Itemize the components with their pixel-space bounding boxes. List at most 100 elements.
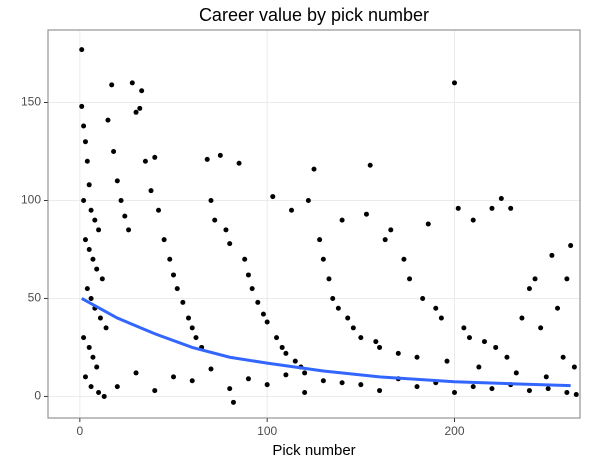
point [245,272,251,278]
point [302,370,308,376]
x-tick-label: 0 [77,424,84,438]
point [549,252,555,258]
point [414,384,420,390]
point [564,276,570,282]
point [245,376,251,382]
panel-border [47,29,581,419]
point [193,335,199,341]
point [519,315,525,321]
point [264,319,270,325]
point [438,315,444,321]
point [498,196,504,202]
point [532,276,538,282]
point [82,237,88,243]
point [377,388,383,394]
point [508,205,514,211]
point [489,386,495,392]
point [414,354,420,360]
point [171,272,177,278]
point [489,205,495,211]
y-tick-label: 150 [21,95,41,109]
point [118,197,124,203]
point [320,378,326,384]
point [81,197,87,203]
point [326,276,332,282]
point [227,386,233,392]
point [545,386,551,392]
point [571,364,577,370]
point [96,390,102,396]
point [526,286,532,292]
point [167,256,173,262]
point [79,103,85,109]
point [242,256,248,262]
y-tick-label: 100 [21,193,41,207]
point [236,160,242,166]
point [148,188,154,194]
point [249,286,255,292]
point [358,382,364,388]
point [568,243,574,249]
point [320,256,326,262]
point [444,358,450,364]
point [292,358,298,364]
point [339,217,345,223]
point [88,207,94,213]
x-axis-label: Pick number [272,442,355,459]
y-tick-label: 0 [34,389,41,403]
point [208,366,214,372]
point [388,227,394,233]
point [504,354,510,360]
y-tick-label: 50 [28,291,42,305]
point [92,217,98,223]
point [283,372,289,378]
point [373,339,379,345]
point [279,344,285,350]
point [302,390,308,396]
point [79,47,85,53]
x-tick-label: 200 [444,424,464,438]
point [560,354,566,360]
point [513,370,519,376]
point [97,315,103,321]
point [407,276,413,282]
point [305,197,311,203]
point [470,384,476,390]
point [139,88,145,94]
point [126,227,132,233]
point [88,384,94,390]
point [82,374,88,380]
point [208,197,214,203]
point [189,325,195,331]
point [114,178,120,184]
point [101,393,107,399]
trend-line [80,297,571,388]
point [230,399,236,405]
point [461,325,467,331]
point [212,217,218,223]
point [425,221,431,227]
point [455,205,461,211]
point [105,117,111,123]
point [451,80,457,86]
point [466,335,472,341]
point [470,217,476,223]
point [395,350,401,356]
point [142,158,148,164]
point [152,154,158,160]
point [103,325,109,331]
point [564,390,570,396]
point [274,335,280,341]
point [377,344,383,350]
point [171,374,177,380]
point [90,256,96,262]
point [350,325,356,331]
point [339,380,345,386]
point [283,350,289,356]
point [133,109,139,115]
point [189,378,195,384]
point [109,82,115,88]
point [180,299,186,305]
point [481,339,487,345]
